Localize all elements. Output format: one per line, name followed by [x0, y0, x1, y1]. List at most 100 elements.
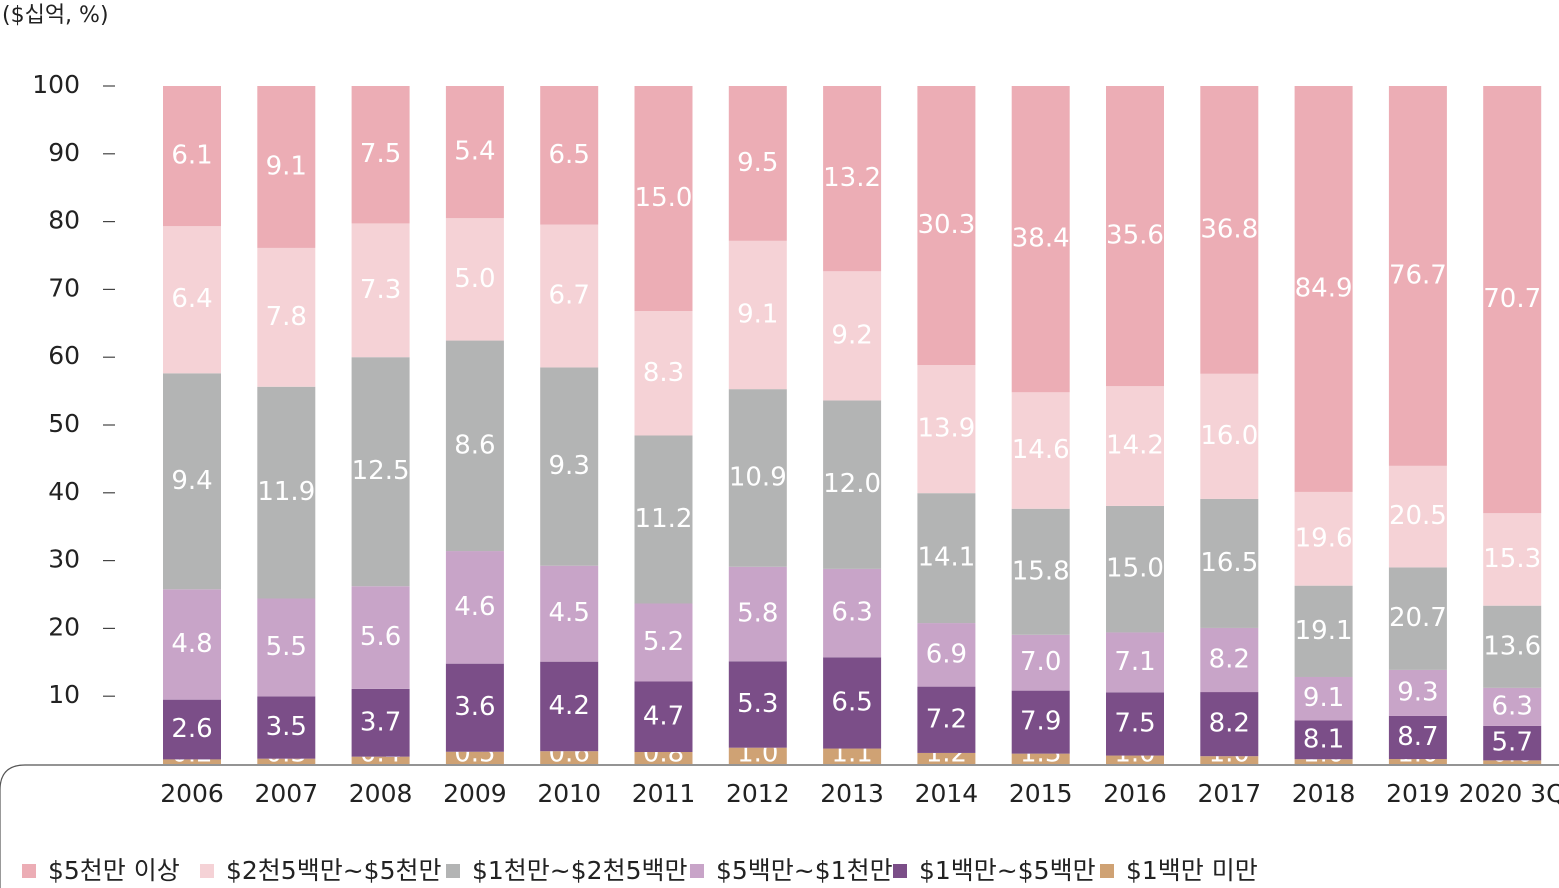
bar-segment — [540, 367, 599, 566]
segment-label: 8.1 — [1303, 724, 1344, 754]
bar-segment — [634, 603, 693, 682]
bar-segment — [1011, 634, 1070, 691]
bar-segment — [540, 751, 599, 764]
bar-segment — [257, 247, 316, 387]
x-tick-label: 2017 — [1197, 779, 1261, 808]
x-tick-label: 2014 — [915, 779, 979, 808]
bar-segment — [634, 86, 693, 311]
legend-label: $1백만~$5백만 — [919, 856, 1096, 885]
segment-label: 11.2 — [635, 504, 693, 534]
bar-segment — [351, 688, 410, 757]
x-tick-label: 2012 — [726, 779, 790, 808]
x-tick-label: 2019 — [1386, 779, 1450, 808]
bar-segment — [351, 357, 410, 587]
segment-label: 13.9 — [917, 414, 975, 444]
bar-segment — [163, 589, 221, 700]
bar-segment — [351, 86, 410, 224]
legend-swatch — [200, 864, 214, 878]
segment-label: 7.0 — [1020, 647, 1061, 677]
segment-label: 36.8 — [1200, 214, 1258, 244]
bar-segment — [728, 86, 787, 241]
x-tick-label: 2018 — [1292, 779, 1356, 808]
segment-label: 8.2 — [1209, 709, 1250, 739]
bar-segment — [1483, 513, 1542, 606]
segment-label: 6.1 — [171, 141, 212, 171]
segment-label: 15.0 — [635, 183, 693, 213]
bar-segment — [634, 752, 693, 764]
bar-segment — [351, 586, 410, 689]
segment-label: 11.9 — [257, 477, 315, 507]
bar-segment — [728, 661, 787, 748]
segment-label: 19.6 — [1295, 523, 1353, 553]
x-tick-label: 2008 — [349, 779, 413, 808]
y-tick-label: 60 — [48, 341, 80, 370]
legend-label: $2천5백만~$5천만 — [226, 856, 441, 885]
bar-segment — [1200, 627, 1259, 693]
bar-segment — [917, 752, 976, 764]
x-tick-label: 2015 — [1009, 779, 1073, 808]
segment-label: 9.1 — [266, 151, 307, 181]
bar-segment — [1200, 373, 1259, 499]
bar-segment — [917, 86, 976, 366]
bar-segment — [1294, 491, 1353, 586]
x-tick-label: 2016 — [1103, 779, 1167, 808]
segment-label: 6.7 — [549, 281, 590, 311]
bar-segment — [823, 568, 882, 658]
segment-label: 4.2 — [549, 691, 590, 721]
bar-segment — [445, 86, 504, 219]
y-tick-label: 50 — [48, 409, 80, 438]
bar-segment — [1294, 720, 1353, 760]
bar-segment — [823, 400, 882, 569]
segment-label: 7.8 — [266, 302, 307, 332]
y-tick-label: 90 — [48, 138, 80, 167]
segment-label: 9.2 — [831, 320, 872, 350]
bar-segment — [1011, 508, 1070, 635]
bar-segment — [540, 86, 599, 225]
segment-label: 30.3 — [917, 210, 975, 240]
bar-segment — [1106, 86, 1164, 387]
segment-label: 6.5 — [549, 140, 590, 170]
bar-segment — [257, 386, 316, 599]
legend-swatch — [446, 864, 460, 878]
bar-segment — [1200, 86, 1259, 374]
bar-segment — [1483, 687, 1542, 726]
segment-label: 5.2 — [643, 627, 684, 657]
segment-label: 9.1 — [1303, 683, 1344, 713]
segment-label: 9.3 — [1397, 677, 1438, 707]
bar-segment — [634, 681, 693, 752]
x-tick-label: 2013 — [820, 779, 884, 808]
bar-segment — [445, 751, 504, 764]
segment-label: 15.3 — [1483, 544, 1541, 574]
legend-label: $5백만~$1천만 — [716, 856, 893, 885]
bar-segment — [540, 565, 599, 662]
segment-label: 7.2 — [926, 704, 967, 734]
segment-label: 10.9 — [729, 462, 787, 492]
bar-segment — [351, 756, 410, 764]
bar-segment — [1388, 567, 1447, 670]
unit-label: ($십억, %) — [2, 3, 109, 28]
segment-label: 16.0 — [1200, 421, 1258, 451]
bar-segment — [823, 657, 882, 749]
segment-label: 19.1 — [1295, 616, 1353, 646]
segment-label: 8.3 — [643, 358, 684, 388]
bar-segment — [257, 758, 316, 764]
segment-label: 35.6 — [1106, 221, 1164, 251]
bar-segment — [1483, 605, 1542, 688]
x-tick-label: 2009 — [443, 779, 507, 808]
y-tick-label: 20 — [48, 612, 80, 641]
bar-segment — [1200, 498, 1259, 628]
x-tick-label: 2006 — [160, 779, 224, 808]
segment-label: 76.7 — [1389, 260, 1447, 290]
segment-label: 5.4 — [454, 137, 495, 167]
segment-label: 8.2 — [1209, 644, 1250, 674]
y-tick-label: 40 — [48, 477, 80, 506]
segment-label: 5.5 — [266, 632, 307, 662]
segment-label: 9.5 — [737, 148, 778, 178]
segment-label: 70.7 — [1483, 284, 1541, 314]
bar-segment — [634, 311, 693, 436]
bar-segment — [163, 86, 221, 227]
segment-label: 5.0 — [454, 264, 495, 294]
bar-segment — [728, 747, 787, 764]
bar-segment — [917, 686, 976, 753]
